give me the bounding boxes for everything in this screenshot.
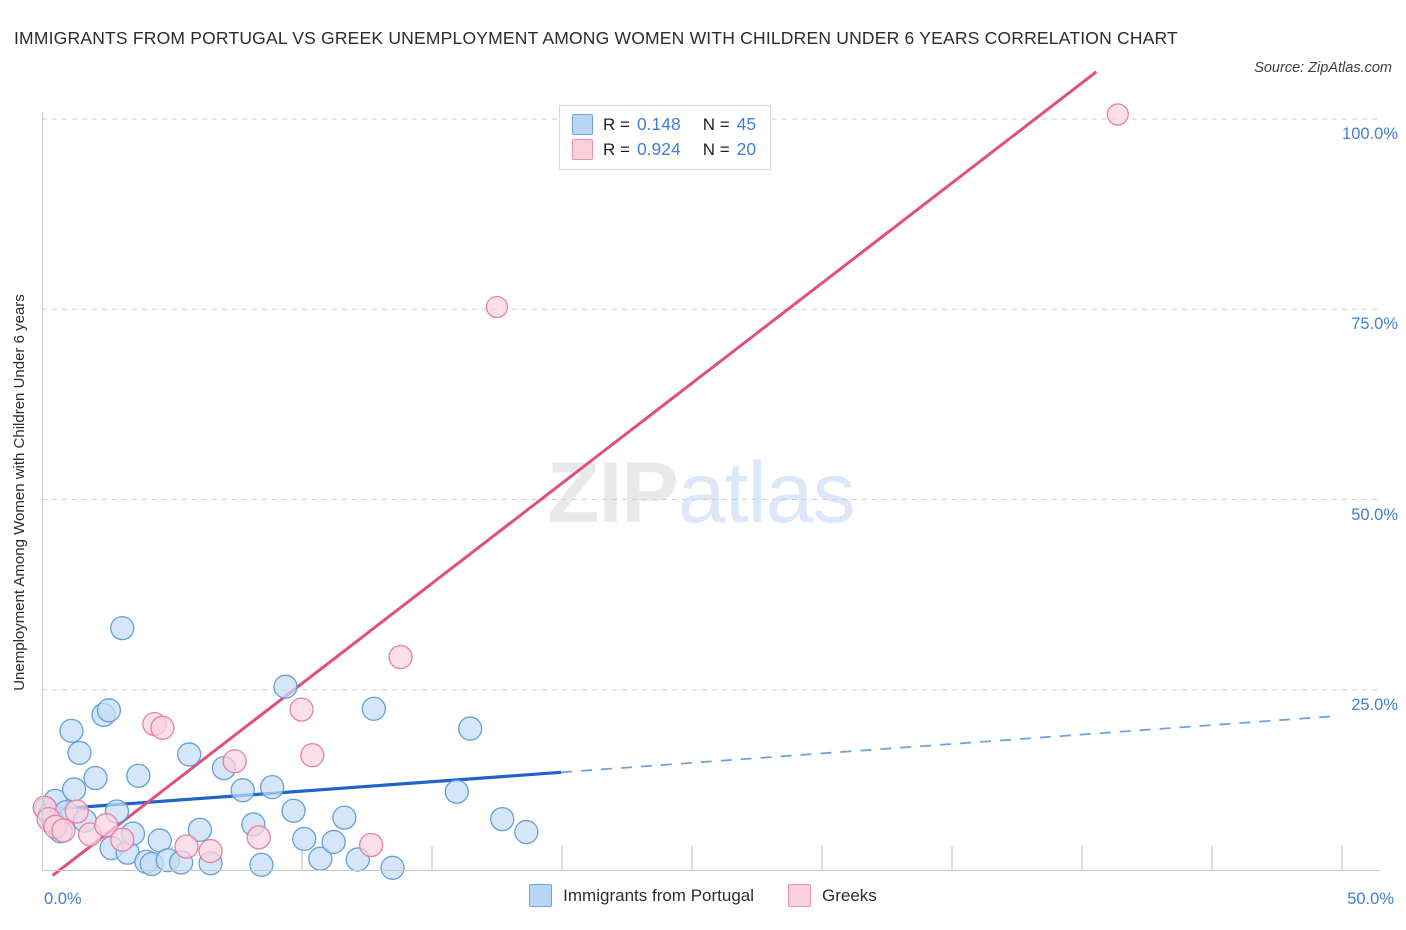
x-axis-line	[42, 870, 1380, 871]
data-point[interactable]	[67, 740, 92, 766]
data-point[interactable]	[321, 829, 346, 855]
data-point[interactable]	[126, 763, 151, 788]
data-point[interactable]	[198, 838, 223, 864]
legend-label-portugal: Immigrants from Portugal	[563, 885, 755, 905]
data-point[interactable]	[273, 674, 298, 699]
stats-r-label-portugal: R =	[603, 114, 630, 134]
y-axis-tick-25: 25.0%	[1351, 695, 1398, 714]
data-point[interactable]	[94, 813, 119, 838]
data-point[interactable]	[292, 826, 317, 852]
y-axis-tick-50: 50.0%	[1351, 505, 1398, 524]
stats-swatch-portugal	[572, 114, 593, 135]
trendline-solid-immigrants-from-portugal	[41, 770, 562, 812]
data-point[interactable]	[490, 806, 515, 832]
stats-n-value-portugal: 45	[736, 114, 757, 134]
data-point[interactable]	[485, 295, 509, 319]
data-point[interactable]	[281, 798, 306, 823]
y-axis-tick-100: 100.0%	[1342, 125, 1398, 143]
data-point[interactable]	[444, 779, 469, 804]
legend-swatch-portugal	[529, 884, 553, 907]
legend-item-immigrants-from-portugal[interactable]: Immigrants from Portugal	[529, 884, 754, 907]
data-point[interactable]	[230, 778, 255, 803]
stats-row-portugal: R = 0.148 N = 45	[572, 112, 756, 137]
y-axis-line	[42, 112, 43, 870]
data-point[interactable]	[458, 716, 483, 741]
data-point[interactable]	[96, 698, 122, 723]
stats-r-value-portugal: 0.148	[636, 114, 681, 134]
data-point[interactable]	[59, 718, 84, 743]
legend-item-greeks[interactable]: Greeks	[788, 884, 877, 907]
data-point[interactable]	[110, 827, 135, 852]
data-point[interactable]	[514, 819, 539, 845]
stats-r-value-greeks: 0.924	[636, 139, 681, 159]
data-point[interactable]	[222, 749, 247, 774]
stats-r-label-greeks: R =	[603, 139, 630, 159]
page-title: IMMIGRANTS FROM PORTUGAL VS GREEK UNEMPL…	[14, 28, 1178, 48]
x-axis-tick-max: 50.0%	[1347, 890, 1394, 908]
trendline-solid-greeks	[51, 70, 1098, 877]
data-point[interactable]	[150, 715, 175, 740]
data-point[interactable]	[380, 855, 405, 880]
data-point[interactable]	[177, 742, 202, 767]
data-point[interactable]	[110, 615, 135, 641]
data-point[interactable]	[246, 825, 271, 850]
correlation-stats-box: R = 0.148 N = 45 R = 0.924 N = 20	[559, 105, 772, 170]
trendline-dashed-immigrants-from-portugal	[561, 715, 1332, 774]
y-axis-tick-75: 75.0%	[1351, 315, 1398, 334]
series-legend: Immigrants from Portugal Greeks	[0, 884, 1406, 907]
data-point[interactable]	[174, 834, 199, 859]
stats-swatch-greeks	[572, 139, 593, 160]
stats-n-label-portugal: N =	[702, 114, 730, 134]
data-point[interactable]	[388, 644, 413, 670]
data-point[interactable]	[51, 818, 76, 843]
stats-n-label-greeks: N =	[702, 139, 730, 159]
stats-row-greeks: R = 0.924 N = 20	[572, 137, 756, 162]
stats-n-value-greeks: 20	[736, 139, 757, 159]
series-points-immigrants-from-portugal	[33, 615, 539, 880]
data-point[interactable]	[64, 799, 89, 824]
data-point[interactable]	[361, 696, 386, 721]
data-point[interactable]	[249, 852, 274, 877]
series-points-greeks	[32, 103, 1129, 864]
legend-label-greeks: Greeks	[822, 885, 877, 905]
data-point[interactable]	[187, 817, 213, 842]
data-point[interactable]	[259, 775, 285, 800]
data-point[interactable]	[358, 832, 384, 858]
data-point[interactable]	[1106, 103, 1129, 126]
data-point[interactable]	[61, 777, 87, 802]
x-axis-tick-min: 0.0%	[44, 890, 82, 908]
source-label: Source: ZipAtlas.com	[1254, 60, 1392, 76]
data-point[interactable]	[83, 765, 108, 791]
legend-swatch-greeks	[788, 884, 812, 907]
data-point[interactable]	[300, 743, 325, 768]
data-point[interactable]	[332, 805, 357, 830]
data-point[interactable]	[289, 697, 314, 722]
